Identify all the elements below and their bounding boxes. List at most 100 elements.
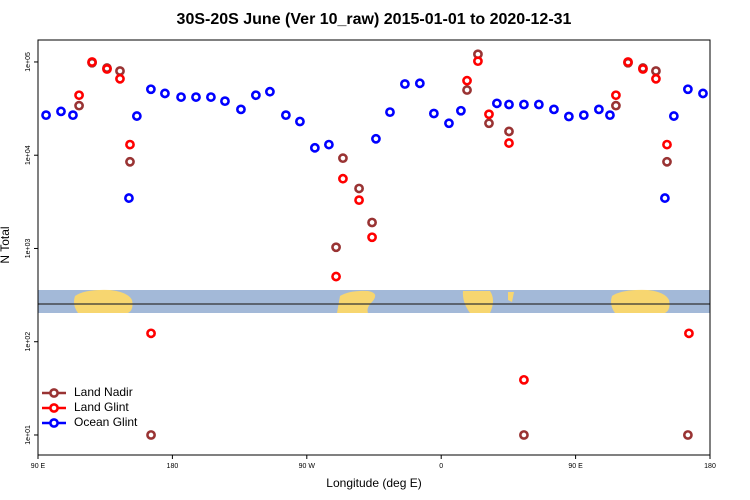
point	[41, 110, 51, 121]
point	[131, 111, 142, 121]
point	[484, 109, 494, 120]
y-tick-label: 1e+03	[25, 239, 32, 259]
point	[115, 66, 125, 76]
y-axis-label: N Total	[0, 226, 12, 263]
map-land	[508, 292, 514, 302]
legend-marker	[49, 418, 59, 428]
point	[473, 56, 483, 67]
point	[125, 156, 135, 167]
x-tick-label: 90 E	[31, 463, 46, 470]
point	[519, 430, 529, 440]
map-ocean	[38, 290, 710, 313]
point	[533, 99, 544, 110]
point	[519, 374, 529, 385]
point	[684, 328, 694, 339]
point	[331, 271, 341, 282]
point	[220, 96, 230, 107]
legend-label: Land Glint	[74, 400, 129, 414]
point	[125, 139, 135, 150]
point	[611, 90, 621, 101]
x-tick-label: 180	[167, 463, 179, 470]
point	[400, 79, 410, 89]
map-strip	[38, 289, 710, 313]
y-tick-label: 1e+01	[25, 425, 32, 445]
map-land	[611, 289, 670, 313]
point	[280, 110, 291, 121]
point	[662, 139, 672, 150]
point	[638, 64, 648, 74]
point	[324, 139, 334, 150]
point	[371, 133, 381, 144]
point	[160, 88, 170, 99]
point	[428, 108, 439, 119]
point	[367, 217, 377, 228]
legend-marker	[49, 403, 59, 413]
point	[504, 138, 514, 148]
point	[56, 106, 66, 117]
point	[146, 430, 156, 440]
point	[563, 111, 574, 122]
x-tick-label: 90 W	[299, 463, 316, 470]
point	[331, 242, 341, 253]
map-land	[337, 290, 376, 313]
point	[593, 104, 604, 115]
point	[578, 110, 589, 121]
y-tick-label: 1e+02	[25, 332, 32, 352]
point	[385, 107, 395, 117]
point	[124, 193, 134, 203]
point	[367, 232, 377, 243]
point	[668, 111, 679, 121]
point	[102, 64, 112, 74]
point	[504, 126, 514, 137]
point	[309, 142, 320, 153]
point	[265, 86, 275, 97]
x-tick-label: 0	[439, 463, 443, 470]
plot-frame	[37, 39, 711, 456]
point	[484, 118, 494, 129]
point	[68, 110, 78, 121]
point	[611, 100, 621, 111]
point	[74, 90, 84, 101]
point	[504, 99, 514, 110]
point	[682, 84, 693, 95]
point	[414, 78, 425, 89]
point	[87, 57, 97, 67]
map-land	[462, 291, 493, 313]
legend-marker	[49, 388, 59, 398]
point	[698, 88, 708, 99]
x-axis-label: Longitude (deg E)	[326, 476, 421, 490]
point	[623, 57, 633, 67]
point	[462, 85, 472, 95]
point	[176, 92, 186, 102]
legend-label: Land Nadir	[74, 385, 133, 399]
point	[492, 98, 502, 109]
point	[115, 73, 125, 84]
point	[236, 104, 246, 115]
point	[145, 84, 156, 95]
point	[338, 173, 348, 184]
point	[354, 183, 364, 194]
chart-title: 30S-20S June (Ver 10_raw) 2015-01-01 to …	[177, 11, 572, 28]
point	[250, 90, 261, 101]
point	[146, 328, 156, 339]
point	[338, 153, 348, 164]
point	[295, 116, 305, 127]
point	[206, 92, 216, 102]
point	[660, 193, 670, 203]
x-tick-label: 90 E	[568, 463, 583, 470]
x-tick-label: 180	[704, 463, 716, 470]
point	[354, 195, 364, 206]
point	[605, 110, 615, 121]
point	[682, 430, 693, 440]
legend-label: Ocean Glint	[74, 415, 138, 429]
point	[444, 118, 454, 129]
point	[651, 66, 661, 76]
point	[519, 99, 529, 110]
point	[549, 104, 559, 115]
y-tick-label: 1e+05	[25, 52, 32, 72]
point	[191, 92, 201, 102]
point	[462, 75, 472, 86]
point	[662, 156, 672, 167]
point	[456, 105, 466, 116]
